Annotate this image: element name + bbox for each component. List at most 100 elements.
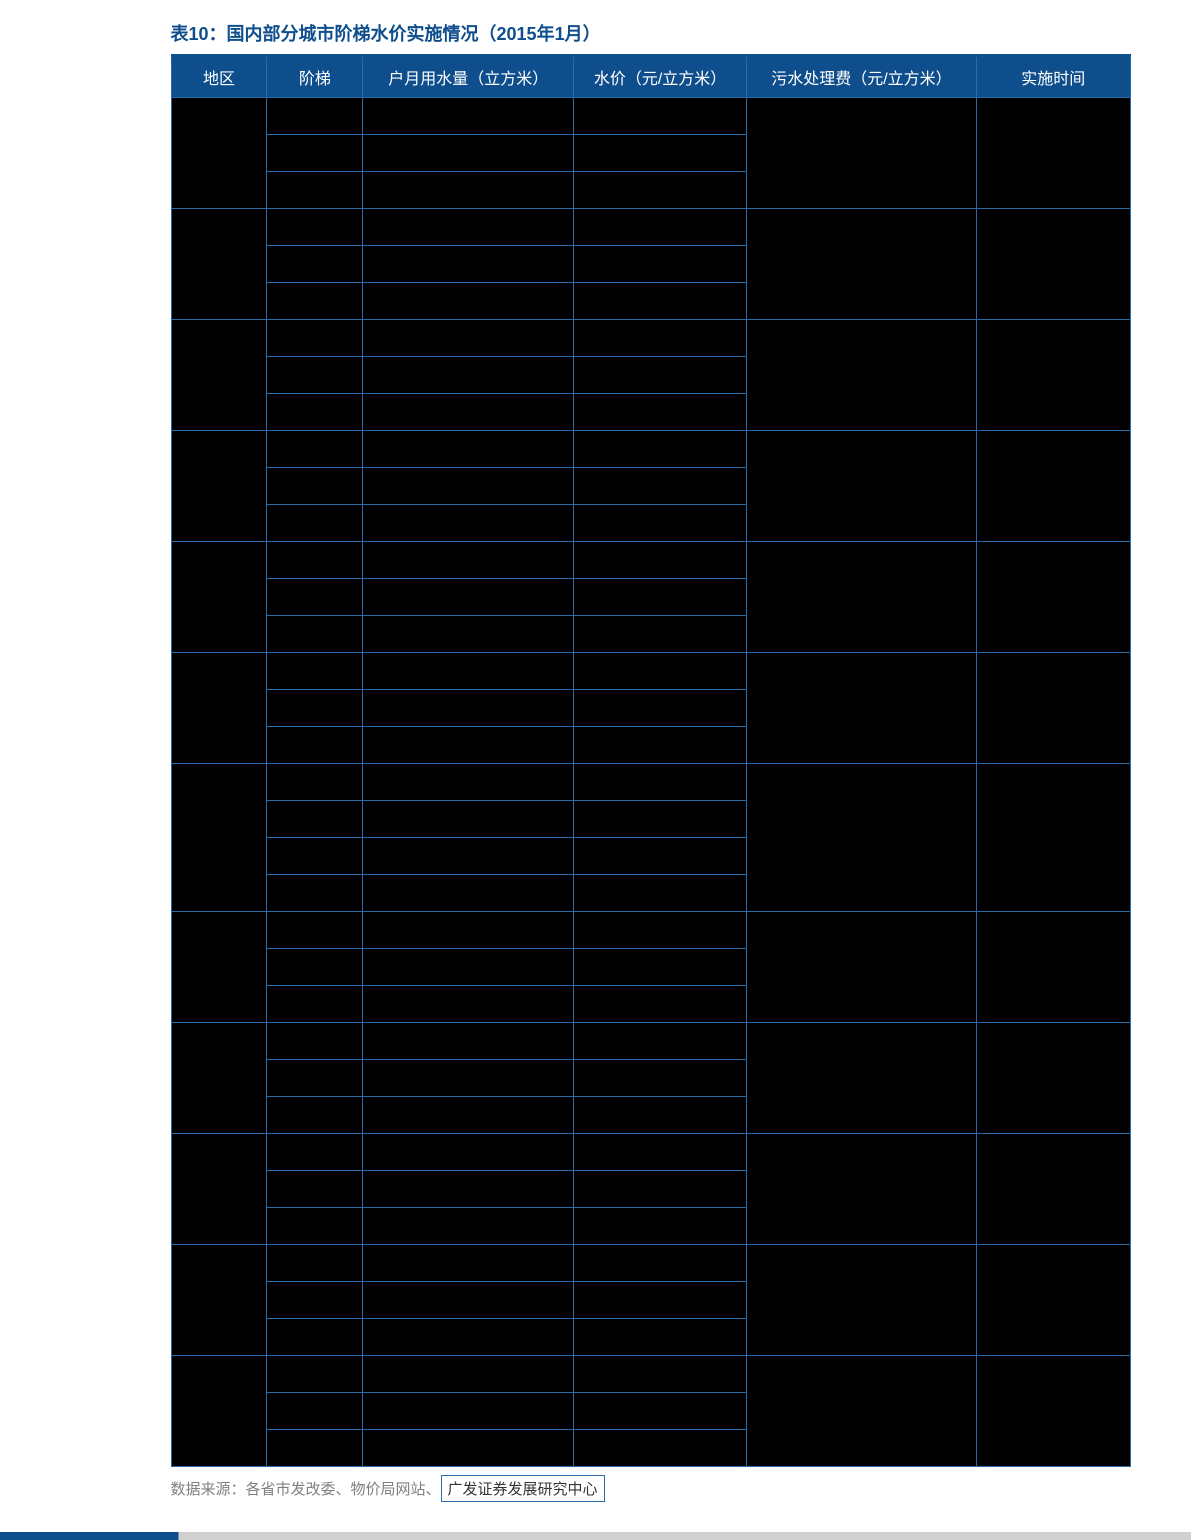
cell-usage <box>363 690 574 727</box>
cell-tier <box>267 690 363 727</box>
table-row <box>171 912 1130 949</box>
cell-usage <box>363 542 574 579</box>
cell-usage <box>363 949 574 986</box>
cell-impl <box>977 320 1130 431</box>
cell-usage <box>363 283 574 320</box>
cell-sewage <box>746 320 976 431</box>
cell-price <box>574 912 747 949</box>
cell-region <box>171 1023 267 1134</box>
cell-tier <box>267 431 363 468</box>
cell-usage <box>363 1097 574 1134</box>
col-usage: 户月用水量（立方米） <box>363 56 574 98</box>
cell-tier <box>267 727 363 764</box>
cell-impl <box>977 98 1130 209</box>
cell-price <box>574 727 747 764</box>
cell-price <box>574 505 747 542</box>
cell-price <box>574 1134 747 1171</box>
cell-tier <box>267 1023 363 1060</box>
cell-usage <box>363 320 574 357</box>
cell-impl <box>977 1134 1130 1245</box>
cell-price <box>574 431 747 468</box>
cell-sewage <box>746 1134 976 1245</box>
cell-tier <box>267 1430 363 1467</box>
footer-bar <box>0 1532 1191 1540</box>
cell-sewage <box>746 542 976 653</box>
cell-sewage <box>746 1356 976 1467</box>
cell-usage <box>363 875 574 912</box>
col-price: 水价（元/立方米） <box>574 56 747 98</box>
cell-impl <box>977 653 1130 764</box>
page-container: 表10：国内部分城市阶梯水价实施情况（2015年1月） 地区 阶梯 户月用水量（… <box>61 20 1131 1502</box>
cell-tier <box>267 1282 363 1319</box>
cell-price <box>574 209 747 246</box>
cell-price <box>574 98 747 135</box>
cell-tier <box>267 320 363 357</box>
cell-tier <box>267 357 363 394</box>
cell-price <box>574 394 747 431</box>
cell-price <box>574 986 747 1023</box>
cell-sewage <box>746 431 976 542</box>
cell-tier <box>267 1245 363 1282</box>
cell-tier <box>267 764 363 801</box>
cell-sewage <box>746 1245 976 1356</box>
cell-price <box>574 838 747 875</box>
cell-tier <box>267 209 363 246</box>
cell-usage <box>363 1245 574 1282</box>
cell-usage <box>363 1356 574 1393</box>
table-row <box>171 764 1130 801</box>
cell-tier <box>267 949 363 986</box>
cell-usage <box>363 1023 574 1060</box>
cell-tier <box>267 912 363 949</box>
cell-price <box>574 1393 747 1430</box>
cell-usage <box>363 357 574 394</box>
cell-usage <box>363 98 574 135</box>
cell-usage <box>363 135 574 172</box>
cell-price <box>574 1319 747 1356</box>
cell-tier <box>267 172 363 209</box>
cell-sewage <box>746 764 976 912</box>
cell-price <box>574 690 747 727</box>
cell-price <box>574 1282 747 1319</box>
cell-tier <box>267 616 363 653</box>
cell-price <box>574 1023 747 1060</box>
cell-sewage <box>746 912 976 1023</box>
cell-tier <box>267 135 363 172</box>
cell-region <box>171 209 267 320</box>
cell-usage <box>363 246 574 283</box>
cell-impl <box>977 542 1130 653</box>
cell-sewage <box>746 1023 976 1134</box>
cell-region <box>171 1134 267 1245</box>
cell-usage <box>363 1282 574 1319</box>
cell-usage <box>363 209 574 246</box>
cell-price <box>574 1245 747 1282</box>
cell-tier <box>267 1134 363 1171</box>
cell-tier <box>267 505 363 542</box>
cell-tier <box>267 1060 363 1097</box>
cell-price <box>574 616 747 653</box>
cell-price <box>574 468 747 505</box>
cell-tier <box>267 98 363 135</box>
cell-usage <box>363 1134 574 1171</box>
cell-tier <box>267 1208 363 1245</box>
cell-usage <box>363 172 574 209</box>
cell-region <box>171 653 267 764</box>
cell-usage <box>363 1430 574 1467</box>
cell-impl <box>977 764 1130 912</box>
cell-price <box>574 579 747 616</box>
cell-tier <box>267 1171 363 1208</box>
cell-tier <box>267 468 363 505</box>
col-sewage: 污水处理费（元/立方米） <box>746 56 976 98</box>
cell-usage <box>363 653 574 690</box>
cell-usage <box>363 1060 574 1097</box>
cell-tier <box>267 1356 363 1393</box>
cell-price <box>574 1208 747 1245</box>
cell-usage <box>363 505 574 542</box>
cell-impl <box>977 912 1130 1023</box>
cell-price <box>574 320 747 357</box>
cell-price <box>574 1171 747 1208</box>
source-prefix: 数据来源：各省市发改委、物价局网站、 <box>171 1481 441 1498</box>
cell-region <box>171 542 267 653</box>
col-region: 地区 <box>171 56 267 98</box>
table-row <box>171 653 1130 690</box>
cell-usage <box>363 838 574 875</box>
